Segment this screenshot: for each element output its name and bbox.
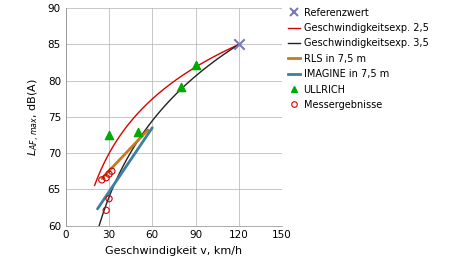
- Y-axis label: $L_{AF,\,max}$, dB(A): $L_{AF,\,max}$, dB(A): [27, 78, 42, 156]
- Point: [105, 133, 113, 137]
- Legend: Referenzwert, Geschwindigkeitsexp. 2,5, Geschwindigkeitsexp. 3,5, RLS in 7,5 m, : Referenzwert, Geschwindigkeitsexp. 2,5, …: [284, 4, 432, 114]
- Point: [105, 197, 113, 201]
- Point: [105, 172, 113, 176]
- Point: [98, 178, 106, 182]
- Point: [102, 208, 110, 213]
- Point: [192, 62, 199, 67]
- X-axis label: Geschwindigkeit v, km/h: Geschwindigkeit v, km/h: [105, 246, 243, 256]
- Point: [102, 175, 110, 180]
- Point: [177, 85, 185, 89]
- Point: [134, 130, 141, 134]
- Point: [108, 169, 116, 174]
- Point: [235, 42, 243, 47]
